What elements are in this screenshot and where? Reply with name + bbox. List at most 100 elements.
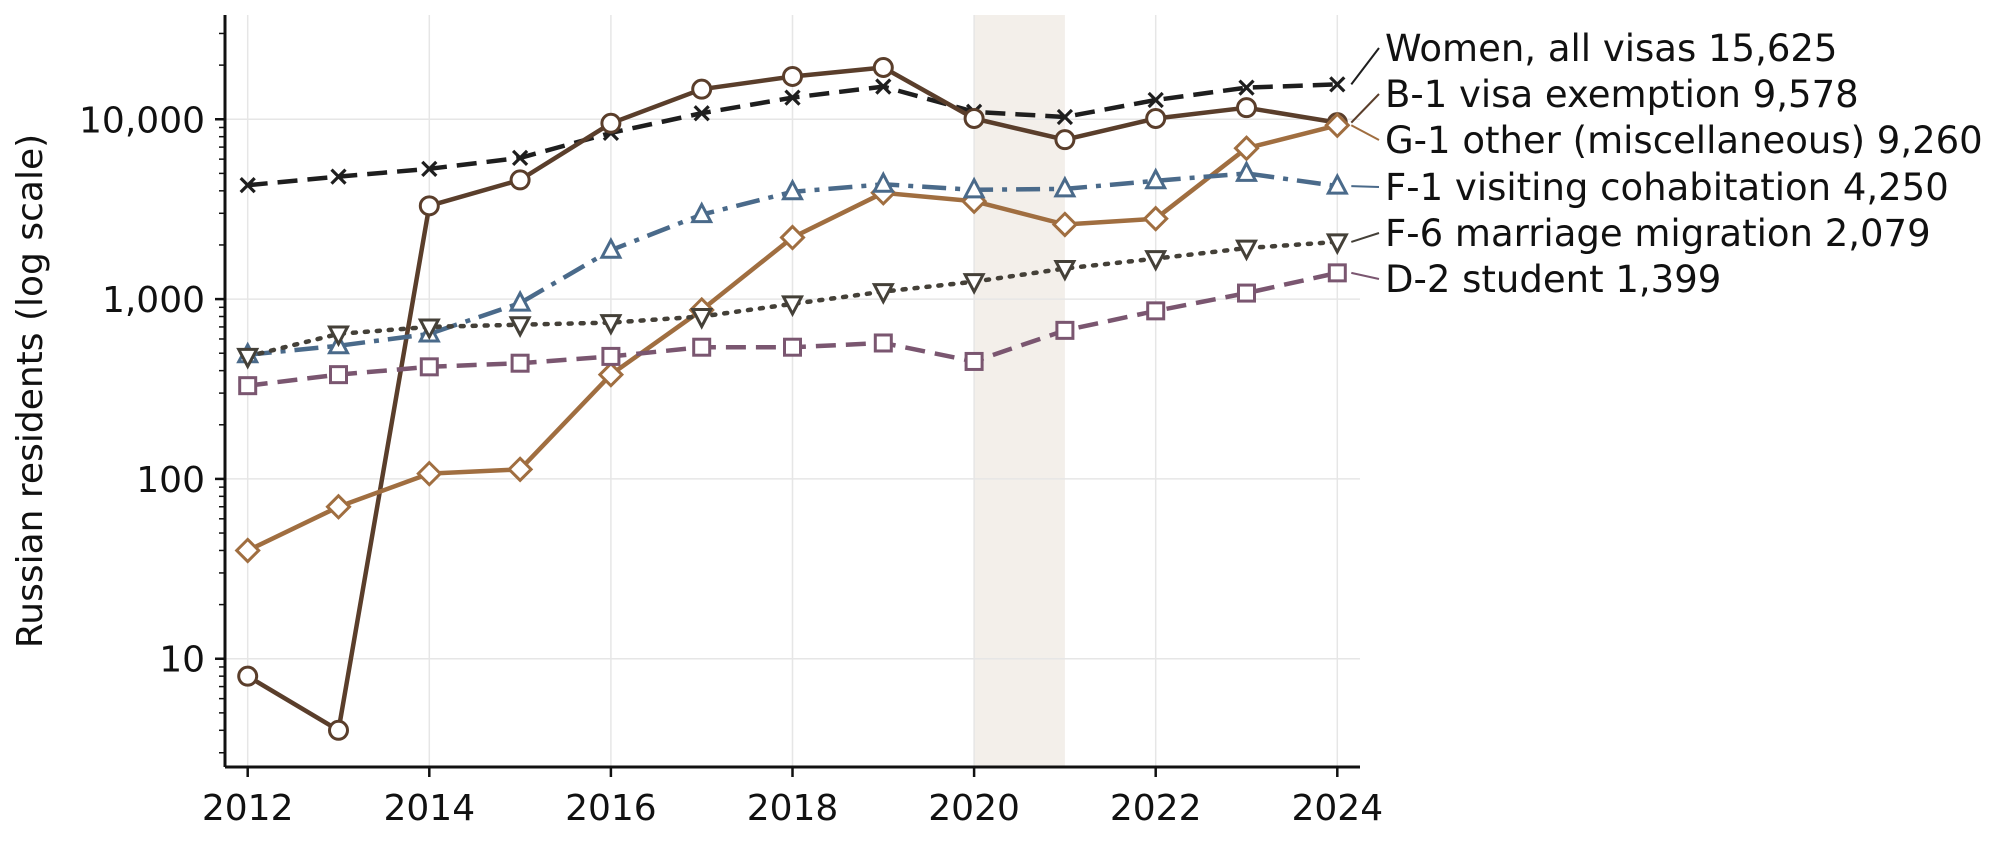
leader-line — [1351, 185, 1380, 188]
data-point — [327, 325, 350, 348]
data-point — [962, 176, 986, 199]
data-point — [325, 493, 352, 520]
series-1 — [237, 57, 1348, 741]
data-point — [599, 236, 623, 259]
data-point — [692, 337, 712, 357]
data-point — [1146, 301, 1166, 321]
data-point — [234, 537, 261, 564]
data-point — [1145, 107, 1167, 129]
data-point — [1325, 233, 1349, 256]
data-point — [1233, 135, 1260, 162]
data-point — [1235, 160, 1258, 182]
data-point — [1236, 97, 1257, 119]
leader-line — [1350, 124, 1380, 141]
data-point — [1324, 112, 1351, 139]
data-point — [508, 289, 532, 312]
data-point — [510, 353, 530, 373]
y-tick-label: 10,000 — [79, 100, 205, 141]
data-point — [511, 149, 529, 166]
data-point — [509, 169, 531, 191]
data-point — [239, 177, 256, 194]
data-point — [782, 65, 803, 87]
data-point — [693, 105, 710, 122]
data-point — [600, 112, 622, 134]
data-point — [963, 107, 985, 129]
data-point — [871, 283, 895, 305]
x-tick-label: 2024 — [1291, 788, 1383, 829]
x-tick-label: 2014 — [383, 788, 475, 829]
data-point — [237, 665, 259, 687]
leader-line — [1350, 93, 1380, 124]
data-point — [1237, 283, 1256, 303]
data-point-stroke — [1056, 108, 1074, 126]
x-tick-label: 2018 — [747, 788, 839, 829]
series-label: F-1 visiting cohabitation 4,250 — [1385, 166, 1949, 209]
data-point — [421, 160, 438, 177]
data-point — [1327, 263, 1347, 283]
shaded-period — [974, 15, 1065, 767]
data-point — [418, 195, 440, 217]
data-point — [873, 333, 893, 353]
data-point — [690, 308, 714, 330]
data-point — [1055, 320, 1075, 340]
leader-line — [1351, 271, 1380, 280]
data-point — [1238, 79, 1255, 96]
series-5 — [238, 263, 1347, 396]
data-point — [1235, 239, 1258, 262]
series-4 — [236, 233, 1349, 370]
y-tick-label: 100 — [136, 460, 205, 501]
data-point-stroke — [1147, 91, 1164, 109]
y-tick-label: 10 — [159, 640, 205, 681]
data-point-stroke — [875, 78, 892, 95]
data-point — [1051, 211, 1079, 238]
data-point — [419, 357, 439, 377]
leader-line — [1350, 47, 1380, 86]
data-point — [1142, 205, 1169, 232]
data-point-stroke — [1238, 79, 1255, 96]
y-axis-title: Russian residents (log scale) — [10, 134, 51, 648]
series-label: G-1 other (miscellaneous) 9,260 — [1385, 119, 1983, 162]
data-point — [1056, 108, 1074, 126]
data-point — [1053, 175, 1077, 198]
data-point — [417, 318, 441, 341]
data-point — [872, 57, 894, 79]
data-point — [1144, 167, 1168, 190]
data-point — [329, 365, 348, 385]
data-point — [964, 351, 984, 371]
data-point — [779, 224, 806, 251]
data-point — [1054, 129, 1076, 151]
data-point — [330, 168, 347, 185]
x-tick-label: 2022 — [1110, 788, 1202, 829]
data-point-stroke — [330, 168, 347, 185]
data-point — [328, 719, 349, 741]
data-point — [962, 273, 986, 295]
data-point — [236, 347, 260, 370]
data-point — [1144, 250, 1168, 272]
data-point — [783, 337, 802, 357]
data-point — [597, 361, 625, 388]
data-point-stroke — [1329, 76, 1346, 93]
y-tick-label: 1,000 — [102, 280, 205, 321]
x-tick-label: 2016 — [565, 788, 657, 829]
series-label: F-6 marriage migration 2,079 — [1385, 212, 1931, 255]
data-point — [871, 171, 895, 193]
data-point-stroke — [421, 160, 438, 177]
data-point — [784, 89, 801, 106]
data-point — [601, 346, 621, 366]
data-point — [781, 295, 804, 318]
data-point — [238, 376, 258, 396]
data-point — [506, 456, 534, 483]
data-point — [690, 201, 714, 224]
data-point — [781, 178, 804, 201]
data-point-stroke — [239, 177, 256, 194]
data-point-stroke — [784, 89, 801, 106]
data-point — [599, 314, 623, 336]
x-tick-label: 2012 — [202, 788, 294, 829]
data-point — [508, 316, 532, 338]
data-point — [691, 78, 713, 100]
x-tick-label: 2020 — [928, 788, 1020, 829]
data-point — [1147, 91, 1164, 109]
data-point-stroke — [693, 105, 710, 122]
